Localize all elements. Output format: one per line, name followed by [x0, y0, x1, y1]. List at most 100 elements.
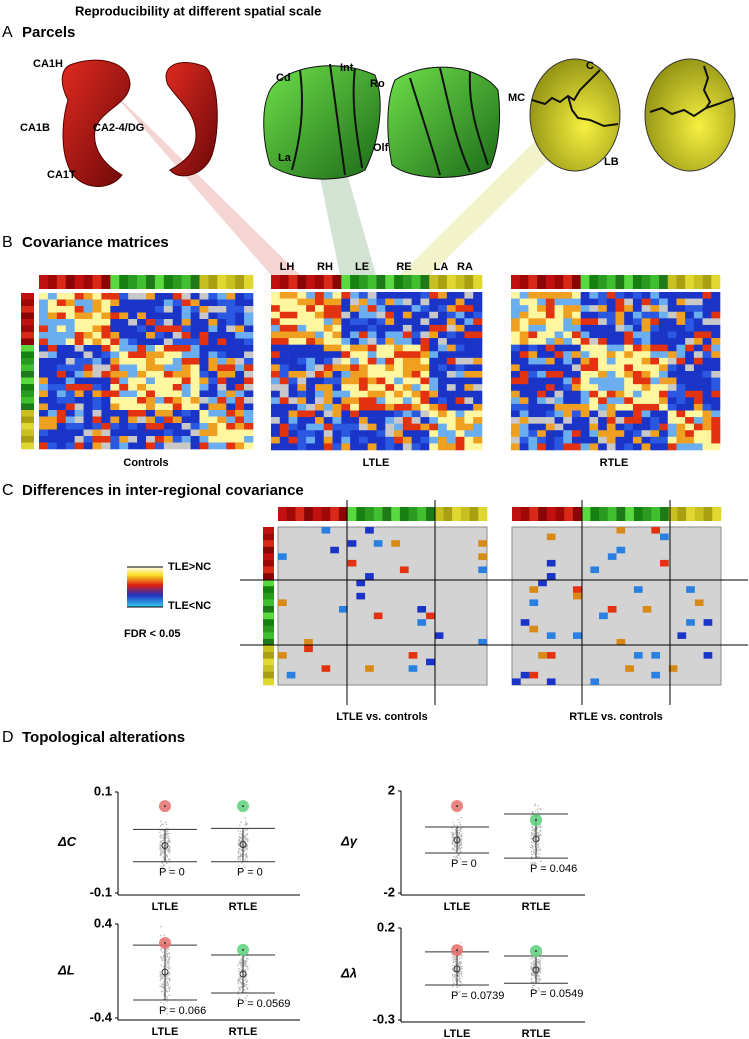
matrix-cell	[288, 384, 298, 392]
matrix-cell	[667, 344, 677, 352]
matrix-cell	[676, 397, 686, 405]
matrix-cell	[606, 292, 616, 299]
matrix-cell	[217, 371, 227, 378]
matrix-cell	[279, 430, 289, 438]
matrix-cell	[271, 390, 281, 398]
matrix-cell	[271, 324, 281, 332]
matrix-cell	[589, 430, 599, 438]
matrix-cell	[598, 344, 608, 352]
matrix-cell	[65, 436, 75, 443]
matrix-cell	[455, 357, 465, 365]
group-bar	[338, 507, 348, 521]
matrix-cell	[659, 305, 669, 313]
null-sample	[451, 836, 454, 838]
matrix-cell	[235, 345, 245, 352]
matrix-cell	[323, 403, 333, 411]
matrix-cell	[154, 423, 165, 430]
null-sample	[536, 989, 538, 992]
group-bar	[217, 275, 227, 289]
matrix-cell	[39, 390, 49, 398]
matrix-cell	[65, 397, 75, 404]
matrix-cell	[323, 397, 333, 405]
matrix-cell	[154, 351, 165, 359]
null-mean	[453, 836, 461, 844]
matrix-cell	[306, 305, 316, 313]
matrix-cell	[641, 410, 651, 418]
matrix-cell	[101, 338, 111, 346]
p-value-label: P = 0.0569	[237, 998, 290, 1010]
matrix-cell	[438, 430, 448, 438]
matrix-cell	[350, 377, 360, 385]
matrix-cell	[667, 423, 677, 431]
matrix-cell	[473, 423, 483, 431]
matrix-cell	[607, 553, 617, 560]
projection	[400, 128, 566, 275]
null-sample	[454, 968, 456, 970]
matrix-cell	[473, 318, 483, 326]
matrix-cell	[632, 351, 642, 359]
matrix-cell	[429, 324, 439, 332]
matrix-cell	[181, 358, 191, 365]
null-sample	[162, 957, 164, 959]
null-sample	[460, 970, 462, 973]
matrix-cell	[56, 319, 67, 326]
matrix-cell	[128, 338, 138, 346]
matrix-cell	[190, 384, 200, 391]
matrix-cell	[332, 311, 342, 319]
null-sample	[457, 844, 459, 846]
matrix-cell	[56, 371, 67, 378]
matrix-cell	[589, 292, 599, 299]
matrix-cell	[685, 390, 695, 398]
null-sample	[160, 1001, 162, 1004]
matrix-cell	[563, 305, 573, 313]
matrix-cell	[101, 293, 111, 300]
matrix-cell	[446, 364, 456, 372]
matrix-cell	[199, 377, 209, 385]
null-sample	[537, 962, 540, 965]
matrix-cell	[92, 429, 102, 437]
matrix-cell	[56, 377, 67, 385]
matrix-cell	[394, 436, 404, 444]
matrix-cell	[92, 325, 102, 333]
matrix-cell	[537, 324, 547, 332]
matrix-cell	[589, 338, 599, 345]
null-sample	[166, 984, 169, 986]
matrix-cell	[580, 417, 590, 424]
x-tick-label: RTLE	[229, 901, 258, 913]
matrix-cell	[271, 344, 281, 352]
null-sample	[533, 831, 536, 833]
matrix-cell	[402, 443, 412, 451]
matrix-cell	[288, 351, 298, 359]
matrix-cell	[546, 652, 556, 659]
matrix-cell	[128, 384, 138, 391]
matrix-cell	[332, 298, 342, 306]
matrix-cell	[606, 364, 616, 372]
matrix-cell	[376, 331, 386, 339]
matrix-cell	[650, 443, 660, 451]
null-sample	[246, 857, 249, 859]
matrix-cell	[511, 318, 521, 326]
null-sample	[166, 977, 168, 980]
matrix-cell	[702, 390, 712, 398]
matrix-cell	[615, 364, 625, 372]
null-sample	[159, 844, 161, 846]
matrix-cell	[119, 364, 129, 372]
matrix-cell	[554, 318, 564, 326]
matrix-cell	[47, 364, 58, 372]
matrix-cell	[199, 390, 209, 398]
matrix-cell	[217, 436, 227, 443]
matrix-cell	[341, 410, 351, 418]
matrix-cell	[660, 559, 669, 567]
matrix-cell	[702, 324, 712, 332]
matrix-cell	[667, 403, 677, 411]
matrix-cell	[110, 377, 120, 385]
null-sample	[245, 957, 248, 959]
null-sample	[239, 858, 241, 861]
y-tick-label: 0.2	[377, 919, 395, 934]
matrix-cell	[199, 442, 209, 450]
matrix-cell	[438, 305, 448, 313]
null-sample	[165, 855, 168, 857]
matrix-cell	[47, 429, 58, 437]
matrix-cell	[702, 436, 712, 444]
null-sample	[246, 965, 248, 967]
